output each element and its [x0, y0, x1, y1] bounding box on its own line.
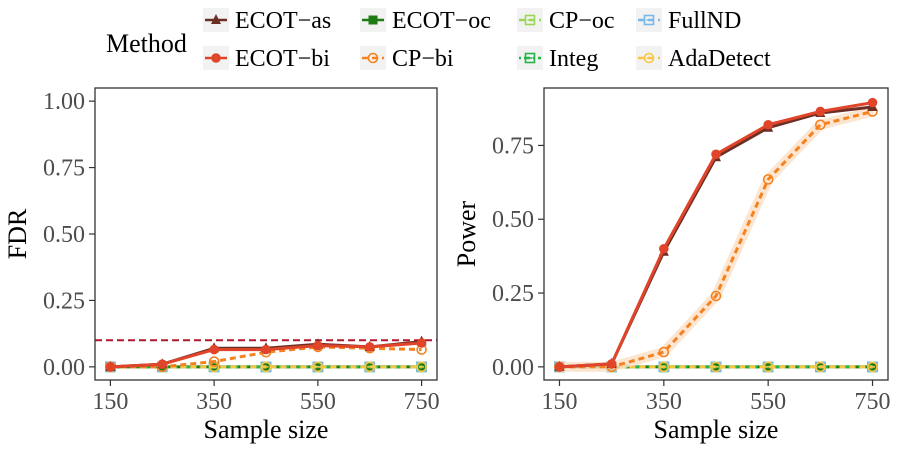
legend-item: ECOT−as — [203, 8, 331, 34]
legend-items: ECOT−as ECOT−oc CP−oc FullND ECOT−bi CP−bi Int… — [203, 8, 771, 72]
x-tick-label: 750 — [855, 389, 891, 415]
legend-key-marker — [524, 14, 536, 26]
data-point — [815, 361, 826, 373]
data-point — [260, 361, 272, 373]
data-point — [762, 174, 774, 185]
data-point — [157, 359, 168, 370]
power-panel: 0.00 0.25 0.50 0.75 150 350 550 750 Sample size P… — [452, 87, 891, 444]
data-point — [710, 361, 722, 373]
data-point — [659, 243, 669, 254]
y-tick-label: 0.00 — [43, 355, 85, 381]
data-point — [364, 342, 375, 352]
panel-border — [94, 87, 438, 381]
plot-area — [544, 88, 888, 380]
legend-item: FullND — [636, 8, 741, 34]
legend-label: CP−bi — [392, 46, 454, 72]
data-point — [208, 356, 220, 367]
y-tick-label: 0.50 — [492, 207, 534, 233]
data-point — [867, 97, 878, 108]
x-tick-label: 150 — [541, 389, 577, 415]
series-ecot-bi — [105, 338, 427, 372]
fdr-panel: 0.00 0.25 0.50 0.75 1.00 150 350 550 750 Sample s… — [3, 87, 440, 444]
legend-item: AdaDetect — [636, 46, 771, 72]
legend-key-marker — [643, 52, 655, 64]
legend-key-marker — [643, 14, 655, 26]
x-tick-label: 550 — [750, 389, 786, 415]
data-point — [606, 359, 617, 369]
data-point — [209, 344, 219, 355]
legend-label: CP−oc — [549, 8, 615, 34]
x-axis-title: Sample size — [204, 415, 329, 444]
data-point — [364, 361, 376, 373]
plot-area — [95, 88, 437, 380]
data-point — [763, 119, 773, 130]
y-tick-label: 0.50 — [43, 222, 85, 248]
data-point — [867, 361, 878, 373]
legend-item: Integ — [517, 46, 598, 72]
y-axis-title: FDR — [3, 208, 32, 259]
legend-item: ECOT−oc — [360, 8, 491, 34]
y-tick-label: 0.00 — [492, 355, 534, 381]
y-tick-label: 0.75 — [43, 156, 85, 182]
y-tick-label: 0.25 — [43, 288, 85, 314]
data-point — [554, 362, 565, 372]
legend-label: ECOT−bi — [235, 46, 330, 72]
legend-title: Method — [106, 29, 187, 58]
data-point — [710, 290, 722, 302]
data-point — [313, 340, 323, 351]
data-point — [658, 346, 670, 358]
legend-item: ECOT−bi — [203, 46, 330, 72]
x-tick-label: 550 — [300, 389, 336, 415]
legend-label: ECOT−oc — [392, 8, 491, 34]
data-point — [815, 119, 826, 131]
y-tick-label: 0.25 — [492, 281, 534, 307]
panel-border — [543, 87, 889, 381]
y-tick-label: 1.00 — [43, 89, 85, 115]
legend-key-marker — [524, 52, 536, 64]
legend: Method ECOT−as ECOT−oc CP−oc FullND ECOT−bi C… — [106, 8, 771, 72]
data-point — [312, 361, 324, 373]
x-tick-label: 150 — [92, 389, 128, 415]
x-tick-label: 350 — [646, 389, 682, 415]
data-point — [416, 361, 427, 373]
x-tick-label: 350 — [196, 389, 232, 415]
x-axis-title: Sample size — [654, 415, 779, 444]
legend-key-marker — [368, 15, 378, 25]
data-point — [762, 361, 774, 373]
data-point — [261, 344, 271, 355]
data-point — [105, 362, 116, 372]
data-point — [815, 106, 826, 117]
legend-key-marker — [211, 14, 221, 24]
legend-label: FullND — [668, 8, 741, 34]
series-ecot-bi — [554, 97, 878, 372]
x-tick-label: 750 — [404, 389, 440, 415]
legend-key-marker — [211, 53, 221, 63]
legend-item: CP−oc — [517, 8, 615, 34]
data-point — [711, 149, 721, 160]
legend-label: Integ — [549, 46, 598, 72]
y-axis-title: Power — [452, 200, 481, 267]
legend-key-marker — [367, 52, 379, 64]
data-point — [416, 338, 427, 348]
legend-item: CP−bi — [360, 46, 454, 72]
legend-label: AdaDetect — [668, 46, 771, 72]
y-tick-label: 0.75 — [492, 133, 534, 159]
data-point — [658, 361, 670, 373]
legend-label: ECOT−as — [235, 8, 331, 34]
